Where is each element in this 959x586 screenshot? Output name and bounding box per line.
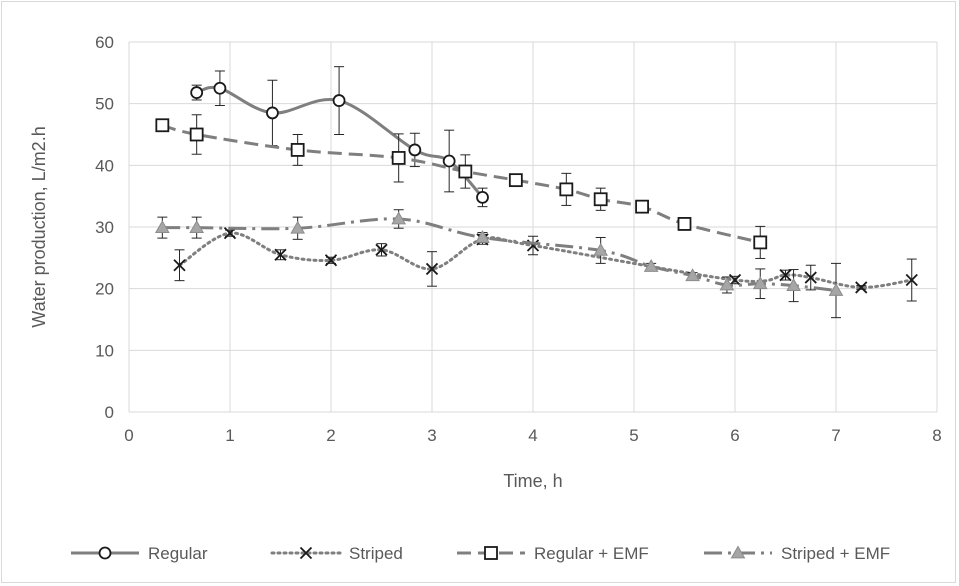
x-tick-label: 3 [427, 426, 436, 445]
y-tick-label: 50 [95, 95, 114, 114]
data-point [425, 262, 439, 276]
data-point [290, 143, 305, 157]
data-point [213, 81, 227, 95]
legend-marker [299, 546, 313, 560]
data-point [593, 192, 608, 207]
data-point [476, 190, 489, 204]
legend-label: Regular + EMF [534, 544, 649, 563]
x-tick-label: 6 [730, 426, 739, 445]
x-axis-title: Time, h [503, 471, 562, 491]
data-point [290, 220, 306, 234]
data-point [752, 276, 768, 290]
legend-item: Regular + EMF [457, 544, 649, 563]
series-regular [190, 66, 489, 208]
data-point [643, 258, 659, 272]
y-tick-label: 60 [95, 33, 114, 52]
legend-marker [98, 546, 112, 560]
data-point [559, 182, 574, 197]
data-point [593, 242, 609, 256]
x-tick-label: 5 [629, 426, 638, 445]
legend-label: Striped [349, 544, 403, 563]
data-point [855, 281, 868, 294]
data-point [753, 235, 768, 250]
data-point [324, 254, 338, 267]
data-point [155, 118, 170, 133]
data-point [173, 259, 186, 272]
legend-marker [730, 545, 746, 559]
data-point [677, 217, 692, 231]
data-point [154, 220, 170, 233]
x-tick-label: 8 [932, 426, 941, 445]
data-point [458, 164, 473, 179]
x-tick-label: 2 [326, 426, 335, 445]
legend-marker [484, 546, 498, 560]
data-point [375, 243, 388, 256]
series-striped [173, 227, 918, 302]
plot-series [154, 66, 918, 319]
series-line [161, 123, 761, 244]
legend-item: Striped + EMF [704, 544, 890, 563]
y-tick-label: 0 [105, 403, 114, 422]
data-point [779, 268, 792, 282]
x-tick-label: 1 [225, 426, 234, 445]
data-point [266, 106, 279, 120]
data-point [508, 173, 523, 188]
data-point [442, 154, 456, 168]
series-line [178, 231, 914, 289]
y-tick-label: 40 [95, 156, 114, 175]
legend-label: Regular [148, 544, 208, 563]
data-point [190, 86, 204, 99]
data-point [189, 220, 205, 233]
data-point [719, 277, 735, 291]
legend-item: Striped [270, 544, 403, 563]
gridlines [128, 41, 938, 413]
data-point [804, 271, 817, 284]
axes: 0 1 2 3 4 5 6 7 8 0 10 20 30 40 50 60 [95, 33, 942, 445]
data-point [786, 278, 801, 291]
data-point [391, 151, 406, 165]
data-point [391, 211, 407, 225]
y-tick-label: 20 [95, 280, 114, 299]
data-point [905, 273, 918, 287]
y-tick-label: 10 [95, 341, 114, 360]
legend-label: Striped + EMF [781, 544, 890, 563]
data-point [685, 268, 700, 282]
data-point [274, 248, 287, 261]
series-striped-emf [154, 209, 844, 319]
data-point [408, 143, 422, 157]
series-regular-emf [155, 114, 768, 259]
legend: Regular Striped Regular + EMF Striped + EMF [71, 544, 890, 563]
x-tick-label: 0 [124, 426, 133, 445]
data-point [475, 229, 490, 243]
data-point [728, 273, 742, 287]
data-point [332, 94, 346, 107]
data-point [635, 199, 649, 214]
y-tick-label: 30 [95, 218, 114, 237]
x-tick-label: 4 [528, 426, 537, 445]
x-tick-label: 7 [831, 426, 840, 445]
data-point [189, 127, 204, 142]
y-axis-title: Water production, L/m2.h [29, 126, 49, 327]
data-point [828, 283, 844, 296]
legend-item: Regular [71, 544, 208, 563]
